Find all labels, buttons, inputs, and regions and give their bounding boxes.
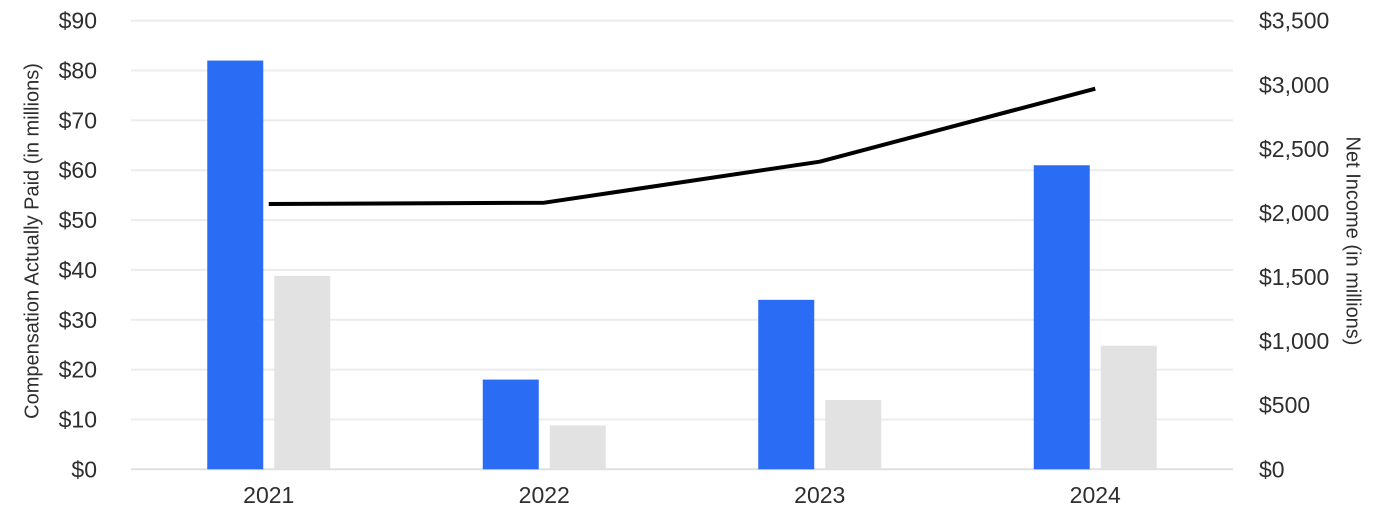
x-axis-label-2022: 2022 bbox=[519, 482, 570, 508]
left-axis-tick-label: $0 bbox=[71, 456, 97, 482]
right-axis-title: Net Income (in millions) bbox=[1341, 136, 1364, 346]
left-axis-tick-label: $50 bbox=[59, 207, 97, 233]
right-axis-tick-label: $0 bbox=[1259, 456, 1285, 482]
right-axis-tick-label: $3,500 bbox=[1259, 8, 1329, 34]
left-axis-tick-label: $10 bbox=[59, 406, 97, 432]
bar-gray-2024 bbox=[1100, 345, 1157, 470]
left-axis-title: Compensation Actually Paid (in millions) bbox=[21, 63, 44, 419]
bar-blue-2022 bbox=[482, 379, 539, 470]
bar-blue-2023 bbox=[758, 299, 815, 470]
bar-gray-2021 bbox=[274, 275, 331, 470]
bar-gray-2023 bbox=[825, 400, 882, 470]
right-axis-tick-label: $2,500 bbox=[1259, 136, 1329, 162]
net-income-line bbox=[268, 86, 1096, 206]
right-axis-tick-label: $2,000 bbox=[1259, 200, 1329, 226]
left-axis-tick-label: $70 bbox=[59, 107, 97, 133]
left-axis-tick-label: $20 bbox=[59, 357, 97, 383]
left-axis-tick-label: $30 bbox=[59, 307, 97, 333]
right-axis-tick-label: $1,500 bbox=[1259, 264, 1329, 290]
bar-blue-2024 bbox=[1033, 165, 1090, 470]
left-axis-tick-label: $90 bbox=[59, 8, 97, 34]
right-axis-tick-label: $1,000 bbox=[1259, 328, 1329, 354]
left-axis-tick-label: $80 bbox=[59, 58, 97, 84]
bar-gray-2022 bbox=[549, 425, 606, 470]
x-axis-label-2023: 2023 bbox=[794, 482, 845, 508]
x-axis-label-2024: 2024 bbox=[1070, 482, 1121, 508]
right-axis-tick-label: $3,000 bbox=[1259, 72, 1329, 98]
right-axis-tick-label: $500 bbox=[1259, 392, 1310, 418]
left-axis-tick-label: $40 bbox=[59, 257, 97, 283]
bar-blue-2021 bbox=[207, 60, 264, 470]
left-axis-tick-label: $60 bbox=[59, 157, 97, 183]
x-axis-label-2021: 2021 bbox=[243, 482, 294, 508]
